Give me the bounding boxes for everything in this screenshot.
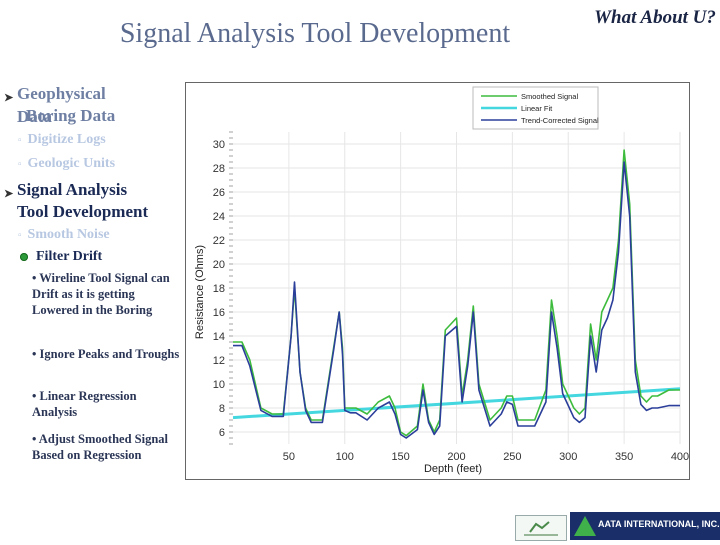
- y-tick-label: 26: [213, 187, 225, 199]
- x-tick-label: 350: [615, 451, 633, 463]
- resistance-depth-chart: 6 8 10 12 14 16 18 20 22 24 26 28 30 50 100 150 200 250 30…: [185, 82, 690, 480]
- outline-item-label: Geophysical: [17, 84, 106, 103]
- y-tick-label: 6: [219, 427, 225, 439]
- legend-entry-label: Smoothed Signal: [521, 92, 578, 101]
- legend-entry-label: Trend-Corrected Signal: [521, 116, 599, 125]
- company-logo: AATA INTERNATIONAL, INC.: [570, 512, 720, 540]
- dash-bullet-icon: ▫: [18, 135, 22, 146]
- series-trend-corrected-line: [233, 161, 680, 439]
- triangle-logo-icon: [574, 516, 596, 536]
- y-tick-label: 16: [213, 307, 225, 319]
- dash-bullet-icon: ▫: [18, 159, 22, 170]
- outline-sub-digitize-logs: ▫ Digitize Logs: [18, 132, 106, 147]
- green-dot-bullet-icon: [20, 252, 28, 261]
- x-tick-label: 400: [671, 451, 689, 463]
- y-tick-label: 22: [213, 235, 225, 247]
- y-tick-label: 18: [213, 283, 225, 295]
- x-tick-label: 100: [336, 451, 354, 463]
- y-axis-label: Resistance (Ohms): [194, 245, 206, 339]
- outline-sub-smooth-noise: ▫ Smooth Noise: [18, 227, 110, 242]
- legend-entry-label: Linear Fit: [521, 104, 553, 113]
- y-tick-label: 14: [213, 331, 225, 343]
- outline-sub-filter-drift: Filter Drift: [20, 248, 102, 266]
- outline-sub-geologic-units: ▫ Geologic Units: [18, 156, 116, 171]
- x-tick-label: 300: [559, 451, 577, 463]
- x-tick-label: 250: [503, 451, 521, 463]
- arrow-bullet-icon: ➤: [4, 188, 14, 200]
- y-tick-label: 24: [213, 211, 225, 223]
- y-tick-label: 28: [213, 163, 225, 175]
- outline-item-label-over: Data: [17, 107, 52, 126]
- x-tick-label: 150: [391, 451, 409, 463]
- outline-item-label-under: Boring Data: [26, 106, 116, 125]
- arrow-bullet-icon: ➤: [4, 92, 14, 104]
- outline-item-label: Signal Analysis: [17, 180, 128, 199]
- slide-title: Signal Analysis Tool Development: [119, 18, 511, 49]
- company-name: AATA INTERNATIONAL, INC.: [598, 519, 720, 529]
- partner-logo: [515, 515, 567, 541]
- point-ignore-peaks: • Ignore Peaks and Troughs: [32, 347, 180, 361]
- x-tick-label: 200: [447, 451, 465, 463]
- x-axis-label: Depth (feet): [424, 463, 482, 475]
- x-tick-label: 50: [283, 451, 295, 463]
- y-tick-label: 8: [219, 403, 225, 415]
- corner-title: What About U?: [594, 7, 716, 28]
- legend: Smoothed Signal Linear Fit Trend-Corrected…: [472, 86, 599, 130]
- y-tick-label: 30: [213, 139, 225, 151]
- point-adjust-smoothed: • Adjust Smoothed Signal Based on Regres…: [32, 432, 169, 462]
- y-tick-label: 20: [213, 259, 225, 271]
- deer-logo-icon: [524, 521, 558, 536]
- chart-container: 6 8 10 12 14 16 18 20 22 24 26 28 30 50 100 150 200 250 30…: [185, 82, 690, 480]
- point-linear-regression: • Linear Regression Analysis: [32, 389, 137, 419]
- dash-bullet-icon: ▫: [18, 230, 22, 241]
- point-drift: • Wireline Tool Signal can Drift as it i…: [32, 271, 170, 317]
- y-tick-label: 10: [213, 379, 225, 391]
- y-tick-label: 12: [213, 355, 225, 367]
- outline-item-label: Tool Development: [17, 202, 149, 221]
